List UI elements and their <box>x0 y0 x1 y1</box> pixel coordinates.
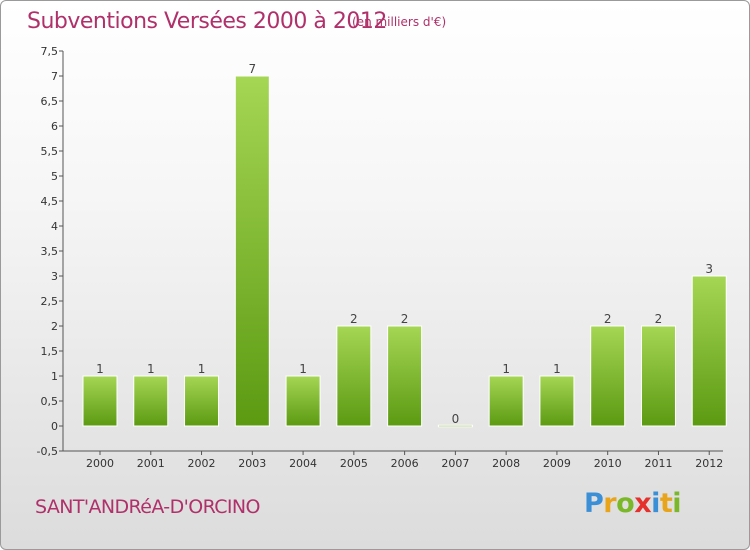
bar-value-label: 1 <box>553 362 561 376</box>
bar-value-label: 1 <box>147 362 155 376</box>
x-tick-label: 2001 <box>137 457 165 470</box>
x-tick-label: 2008 <box>492 457 520 470</box>
y-tick-label: 0,5 <box>41 395 59 408</box>
x-tick-label: 2012 <box>695 457 723 470</box>
bar-value-label: 2 <box>350 312 358 326</box>
y-tick-label: 7,5 <box>41 45 59 58</box>
y-tick-label: 2 <box>51 320 58 333</box>
bar-value-label: 1 <box>96 362 104 376</box>
chart-title: Subventions Versées 2000 à 2012 <box>27 9 387 34</box>
y-tick-label: 5,5 <box>41 145 59 158</box>
y-tick-label: 3,5 <box>41 245 59 258</box>
logo-letter: x <box>634 488 652 519</box>
bar-value-label: 3 <box>705 262 713 276</box>
x-tick-label: 2007 <box>441 457 469 470</box>
y-tick-label: 2,5 <box>41 295 59 308</box>
x-tick-label: 2010 <box>594 457 622 470</box>
y-tick-label: 1,5 <box>41 345 59 358</box>
bar <box>387 325 423 427</box>
bar <box>285 375 321 427</box>
bar <box>590 325 626 427</box>
bar-value-label: 2 <box>401 312 409 326</box>
x-tick-label: 2003 <box>238 457 266 470</box>
y-tick-label: -0,5 <box>37 445 58 458</box>
x-tick-label: 2002 <box>188 457 216 470</box>
bar <box>336 325 372 427</box>
logo-letter: i <box>651 488 660 519</box>
x-tick-label: 2000 <box>86 457 114 470</box>
y-tick-label: 7 <box>51 70 58 83</box>
x-tick-label: 2004 <box>289 457 317 470</box>
x-tick-label: 2005 <box>340 457 368 470</box>
commune-name: SANT'ANDRéA-D'ORCINO <box>35 496 260 518</box>
bar <box>133 375 169 427</box>
logo-letter: P <box>584 488 604 519</box>
y-tick-label: 4 <box>51 220 58 233</box>
bar <box>184 375 220 427</box>
logo-letter: t <box>659 488 673 519</box>
logo-letter: i <box>672 488 682 519</box>
y-tick-label: 6 <box>51 120 58 133</box>
y-tick-label: 6,5 <box>41 95 59 108</box>
bar-value-label: 1 <box>198 362 206 376</box>
y-tick-label: 5 <box>51 170 58 183</box>
bar-value-label: 7 <box>248 62 256 76</box>
chart-subtitle: (en milliers d'€) <box>352 15 447 29</box>
bar <box>539 375 575 427</box>
y-tick-label: 0 <box>51 420 58 433</box>
bar <box>234 75 270 427</box>
bar-value-label: 2 <box>655 312 663 326</box>
logo-letter: o <box>616 488 635 519</box>
bar <box>640 325 676 427</box>
bar <box>82 375 118 427</box>
bar-value-label: 1 <box>502 362 510 376</box>
bar-value-label: 2 <box>604 312 612 326</box>
bar-value-label: 0 <box>452 412 460 426</box>
bar <box>691 275 727 427</box>
y-tick-label: 3 <box>51 270 58 283</box>
bar-value-label: 1 <box>299 362 307 376</box>
bar <box>488 375 524 427</box>
y-tick-label: 1 <box>51 370 58 383</box>
x-tick-label: 2009 <box>543 457 571 470</box>
x-tick-label: 2011 <box>644 457 672 470</box>
x-tick-label: 2006 <box>391 457 419 470</box>
logo-letter: r <box>603 488 617 519</box>
proxiti-logo: Proxiti <box>584 488 682 519</box>
bar <box>437 424 473 428</box>
y-tick-label: 4,5 <box>41 195 59 208</box>
